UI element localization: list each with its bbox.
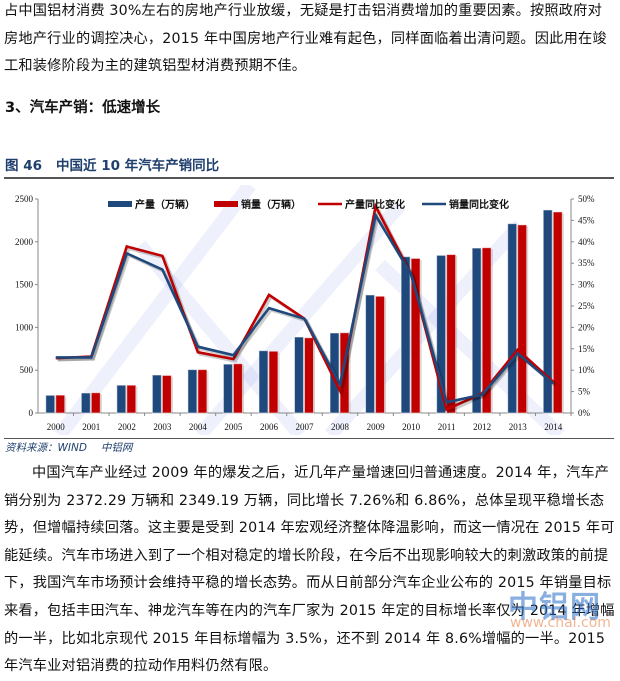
sales-bar	[126, 384, 137, 414]
source-org: 中铝网	[100, 442, 133, 454]
production-bar	[400, 256, 411, 414]
source-prefix: 资料来源：WIND	[5, 442, 87, 454]
right-axis-label: 25%	[578, 301, 595, 311]
figure-title: 图 46 中国近 10 年汽车产销同比	[5, 154, 219, 174]
x-axis-label: 2006	[260, 422, 279, 432]
figure-top-rule	[4, 177, 614, 179]
legend-swatch-1	[214, 201, 238, 207]
right-axis-label: 45%	[578, 215, 595, 225]
x-axis-label: 2014	[544, 422, 563, 432]
left-axis-label: 2000	[15, 237, 34, 247]
x-axis-label: 2003	[153, 422, 172, 432]
right-axis-label: 0%	[578, 408, 591, 418]
sales-yoy-line	[55, 211, 555, 404]
production-bar	[80, 392, 91, 414]
sales-bar	[552, 211, 563, 414]
production-bar	[222, 363, 233, 414]
right-axis-label: 10%	[578, 365, 595, 375]
sales-bar	[517, 224, 528, 414]
legend-swatch-0	[108, 201, 132, 207]
production-bar	[45, 394, 56, 414]
legend-label-2: 产量同比变化	[345, 198, 405, 211]
legend-label-3: 销量同比变化	[449, 198, 509, 211]
intro-paragraph: 占中国铝材消费 30%左右的房地产行业放缓，无疑是打击铝消费增加的重要因素。按照…	[4, 3, 607, 75]
left-axis-label: 1000	[15, 322, 34, 332]
x-axis-label: 2000	[47, 422, 66, 432]
left-axis-label: 1500	[15, 280, 34, 290]
legend-label-0: 产量（万辆）	[135, 198, 195, 211]
analysis-paragraph-text: 中国汽车产业经过 2009 年的爆发之后，近几年产量增速回归普通速度。2014 …	[4, 465, 615, 675]
right-axis-label: 40%	[578, 237, 595, 247]
production-bar	[258, 350, 269, 414]
x-axis-label: 2005	[224, 422, 243, 432]
right-axis-label: 35%	[578, 258, 595, 268]
sales-bar	[197, 369, 208, 414]
sales-bar	[90, 392, 101, 414]
sales-bar	[268, 350, 279, 414]
x-axis-label: 2008	[331, 422, 350, 432]
production-bar	[507, 223, 518, 414]
production-bar	[542, 209, 553, 414]
analysis-paragraph: 中国汽车产业经过 2009 年的爆发之后，近几年产量增速回归普通速度。2014 …	[4, 460, 616, 681]
sales-bar	[481, 247, 492, 414]
sales-bar	[161, 374, 172, 414]
production-bar	[365, 294, 376, 414]
production-bar	[187, 369, 198, 414]
sales-bar	[232, 363, 243, 414]
x-axis-label: 2012	[473, 422, 491, 432]
sales-bar	[375, 295, 386, 414]
figure-bottom-rule	[4, 438, 614, 439]
left-axis-label: 0	[29, 408, 34, 418]
figure-label: 图 46	[5, 158, 42, 174]
car-production-sales-chart: 0 500 1000 1500 2000 2500 0% 5% 10% 15% 20% 25% 30% 3…	[15, 185, 595, 435]
x-axis-label: 2002	[118, 422, 136, 432]
legend-label-1: 销量（万辆）	[241, 198, 301, 211]
section-heading: 3、汽车产销：低速增长	[5, 100, 161, 116]
sales-bar	[446, 254, 457, 414]
left-axis-label: 500	[20, 365, 34, 375]
x-axis-label: 2004	[189, 422, 208, 432]
x-axis-label: 2007	[296, 422, 315, 432]
production-bar	[436, 254, 447, 414]
figure-title-text: 中国近 10 年汽车产销同比	[56, 158, 220, 174]
production-bar	[294, 336, 304, 414]
x-axis-label: 2013	[509, 422, 528, 432]
sales-bar	[410, 257, 421, 414]
production-bar	[116, 384, 127, 414]
right-axis-label: 15%	[578, 344, 595, 354]
x-axis-label: 2010	[402, 422, 421, 432]
x-axis-label: 2001	[82, 422, 100, 432]
sales-bar	[55, 394, 66, 414]
x-axis-label: 2009	[367, 422, 386, 432]
production-bar	[471, 247, 482, 414]
sales-bar	[304, 337, 314, 414]
x-axis-label: 2011	[438, 422, 456, 432]
figure-source: 资料来源：WIND 中铝网	[5, 440, 132, 455]
right-axis-label: 50%	[578, 194, 595, 204]
right-axis-label: 5%	[578, 387, 591, 397]
right-axis-label: 20%	[578, 322, 595, 332]
right-axis-label: 30%	[578, 280, 595, 290]
production-bar	[151, 374, 162, 414]
left-axis-label: 2500	[15, 194, 34, 204]
